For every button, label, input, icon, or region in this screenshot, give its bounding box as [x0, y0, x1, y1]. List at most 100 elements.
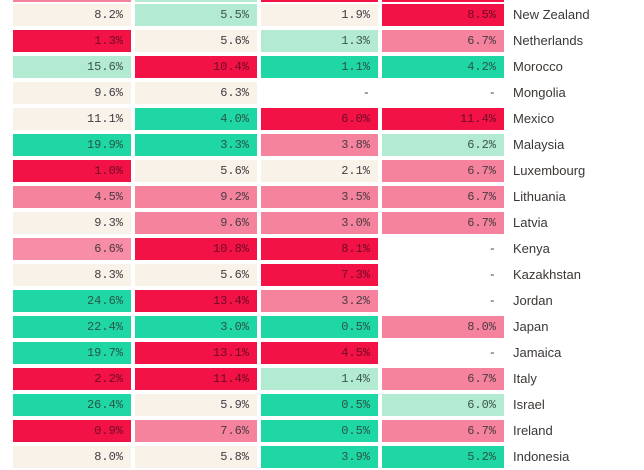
cutoff-heatmap-cell [13, 0, 131, 2]
heatmap-cell: - [488, 242, 496, 256]
heatmap-cell: - [362, 86, 370, 100]
cutoff-heatmap-cell [261, 0, 378, 2]
heatmap-cell: 3.8% [261, 134, 378, 156]
table-row: 8.3% 5.6% 7.3% - Kazakhstan [0, 264, 644, 286]
heatmap-cell: 5.6% [135, 264, 257, 286]
heatmap-cell: 9.6% [13, 82, 131, 104]
heatmap-cell: 1.3% [261, 30, 378, 52]
heatmap-cell: 6.7% [382, 212, 504, 234]
table-row: 9.6% 6.3% - - Mongolia [0, 82, 644, 104]
heatmap-cell: 9.3% [13, 212, 131, 234]
heatmap-cell: 7.3% [261, 264, 378, 286]
heatmap-cell: 6.7% [382, 160, 504, 182]
heatmap-cell: 3.2% [261, 290, 378, 312]
heatmap-cell: 5.2% [382, 446, 504, 468]
heatmap-cell: 3.5% [261, 186, 378, 208]
heatmap-cell: 0.5% [261, 420, 378, 442]
heatmap-cell: 22.4% [13, 316, 131, 338]
heatmap-cell: 5.6% [135, 160, 257, 182]
heatmap-cell: 9.2% [135, 186, 257, 208]
heatmap-cell: 8.3% [13, 264, 131, 286]
heatmap-cell: 1.1% [261, 56, 378, 78]
country-label: Luxembourg [513, 163, 586, 178]
heatmap-cell: 13.1% [135, 342, 257, 364]
heatmap-cell: 26.4% [13, 394, 131, 416]
heatmap-cell: 1.4% [261, 368, 378, 390]
country-label: Lithuania [513, 189, 566, 204]
country-label: Japan [513, 319, 549, 334]
table-row: 0.9% 7.6% 0.5% 6.7% Ireland [0, 420, 644, 442]
country-label: Latvia [513, 215, 548, 230]
table-row: 19.7% 13.1% 4.5% - Jamaica [0, 342, 644, 364]
cutoff-table-row [0, 0, 644, 2]
heatmap-cell: 0.5% [261, 316, 378, 338]
table-row: 2.2% 11.4% 1.4% 6.7% Italy [0, 368, 644, 390]
table-row: 6.6% 10.8% 8.1% - Kenya [0, 238, 644, 260]
heatmap-cell: 15.6% [13, 56, 131, 78]
country-label: Malaysia [513, 137, 565, 152]
heatmap-cell: - [488, 294, 496, 308]
heatmap-cell: 4.5% [13, 186, 131, 208]
table-row: 1.3% 5.6% 1.3% 6.7% Netherlands [0, 30, 644, 52]
heatmap-cell: 13.4% [135, 290, 257, 312]
table-row: 24.6% 13.4% 3.2% - Jordan [0, 290, 644, 312]
heatmap-cell: 1.0% [13, 160, 131, 182]
heatmap-cell: 8.2% [13, 4, 131, 26]
country-label: New Zealand [513, 7, 590, 22]
heatmap-cell: 8.1% [261, 238, 378, 260]
country-label: Ireland [513, 423, 553, 438]
country-label: Mongolia [513, 85, 566, 100]
table-row: 8.2% 5.5% 1.9% 8.5% New Zealand [0, 4, 644, 26]
table-row: 8.0% 5.8% 3.9% 5.2% Indonesia [0, 446, 644, 468]
table-row: 11.1% 4.0% 6.0% 11.4% Mexico [0, 108, 644, 130]
heatmap-cell: 5.8% [135, 446, 257, 468]
cutoff-heatmap-cell [382, 0, 504, 2]
table-row: 22.4% 3.0% 0.5% 8.0% Japan [0, 316, 644, 338]
heatmap-cell: 6.2% [382, 134, 504, 156]
heatmap-cell: 3.0% [261, 212, 378, 234]
country-label: Kazakhstan [513, 267, 581, 282]
heatmap-cell: 0.9% [13, 420, 131, 442]
country-label: Israel [513, 397, 545, 412]
table-rows-container: 8.2% 5.5% 1.9% 8.5% New Zealand 1.3% 5.6% 1.3% 6… [0, 4, 644, 468]
heatmap-cell: 9.6% [135, 212, 257, 234]
heatmap-cell: 4.5% [261, 342, 378, 364]
heatmap-cell: 11.4% [135, 368, 257, 390]
heatmap-cell: 6.7% [382, 30, 504, 52]
heatmap-cell: 3.0% [135, 316, 257, 338]
heatmap-cell: 6.3% [135, 82, 257, 104]
heatmap-cell: - [488, 86, 496, 100]
country-label: Jamaica [513, 345, 562, 360]
heatmap-cell: 4.0% [135, 108, 257, 130]
heatmap-cell: 11.4% [382, 108, 504, 130]
table-row: 1.0% 5.6% 2.1% 6.7% Luxembourg [0, 160, 644, 182]
heatmap-cell: 1.9% [261, 4, 378, 26]
heatmap-cell: 10.8% [135, 238, 257, 260]
heatmap-cell: 2.2% [13, 368, 131, 390]
heatmap-cell: 5.6% [135, 30, 257, 52]
heatmap-cell: 6.7% [382, 368, 504, 390]
heatmap-cell: 8.0% [13, 446, 131, 468]
table-row: 9.3% 9.6% 3.0% 6.7% Latvia [0, 212, 644, 234]
heatmap-cell: 6.7% [382, 420, 504, 442]
country-label: Mexico [513, 111, 555, 126]
heatmap-cell: - [488, 268, 496, 282]
country-label: Italy [513, 371, 537, 386]
heatmap-cell: 8.0% [382, 316, 504, 338]
heatmap-cell: 2.1% [261, 160, 378, 182]
heatmap-cell: 8.5% [382, 4, 504, 26]
heatmap-cell: 3.3% [135, 134, 257, 156]
heatmap-cell: 5.9% [135, 394, 257, 416]
table-row: 15.6% 10.4% 1.1% 4.2% Morocco [0, 56, 644, 78]
heatmap-cell: - [488, 346, 496, 360]
heatmap-cell: 19.9% [13, 134, 131, 156]
country-label: Netherlands [513, 33, 584, 48]
country-label: Kenya [513, 241, 550, 256]
heatmap-cell: 3.9% [261, 446, 378, 468]
country-label: Indonesia [513, 449, 570, 464]
heatmap-cell: 6.7% [382, 186, 504, 208]
table-row: 19.9% 3.3% 3.8% 6.2% Malaysia [0, 134, 644, 156]
heatmap-cell: 7.6% [135, 420, 257, 442]
country-label: Jordan [513, 293, 553, 308]
